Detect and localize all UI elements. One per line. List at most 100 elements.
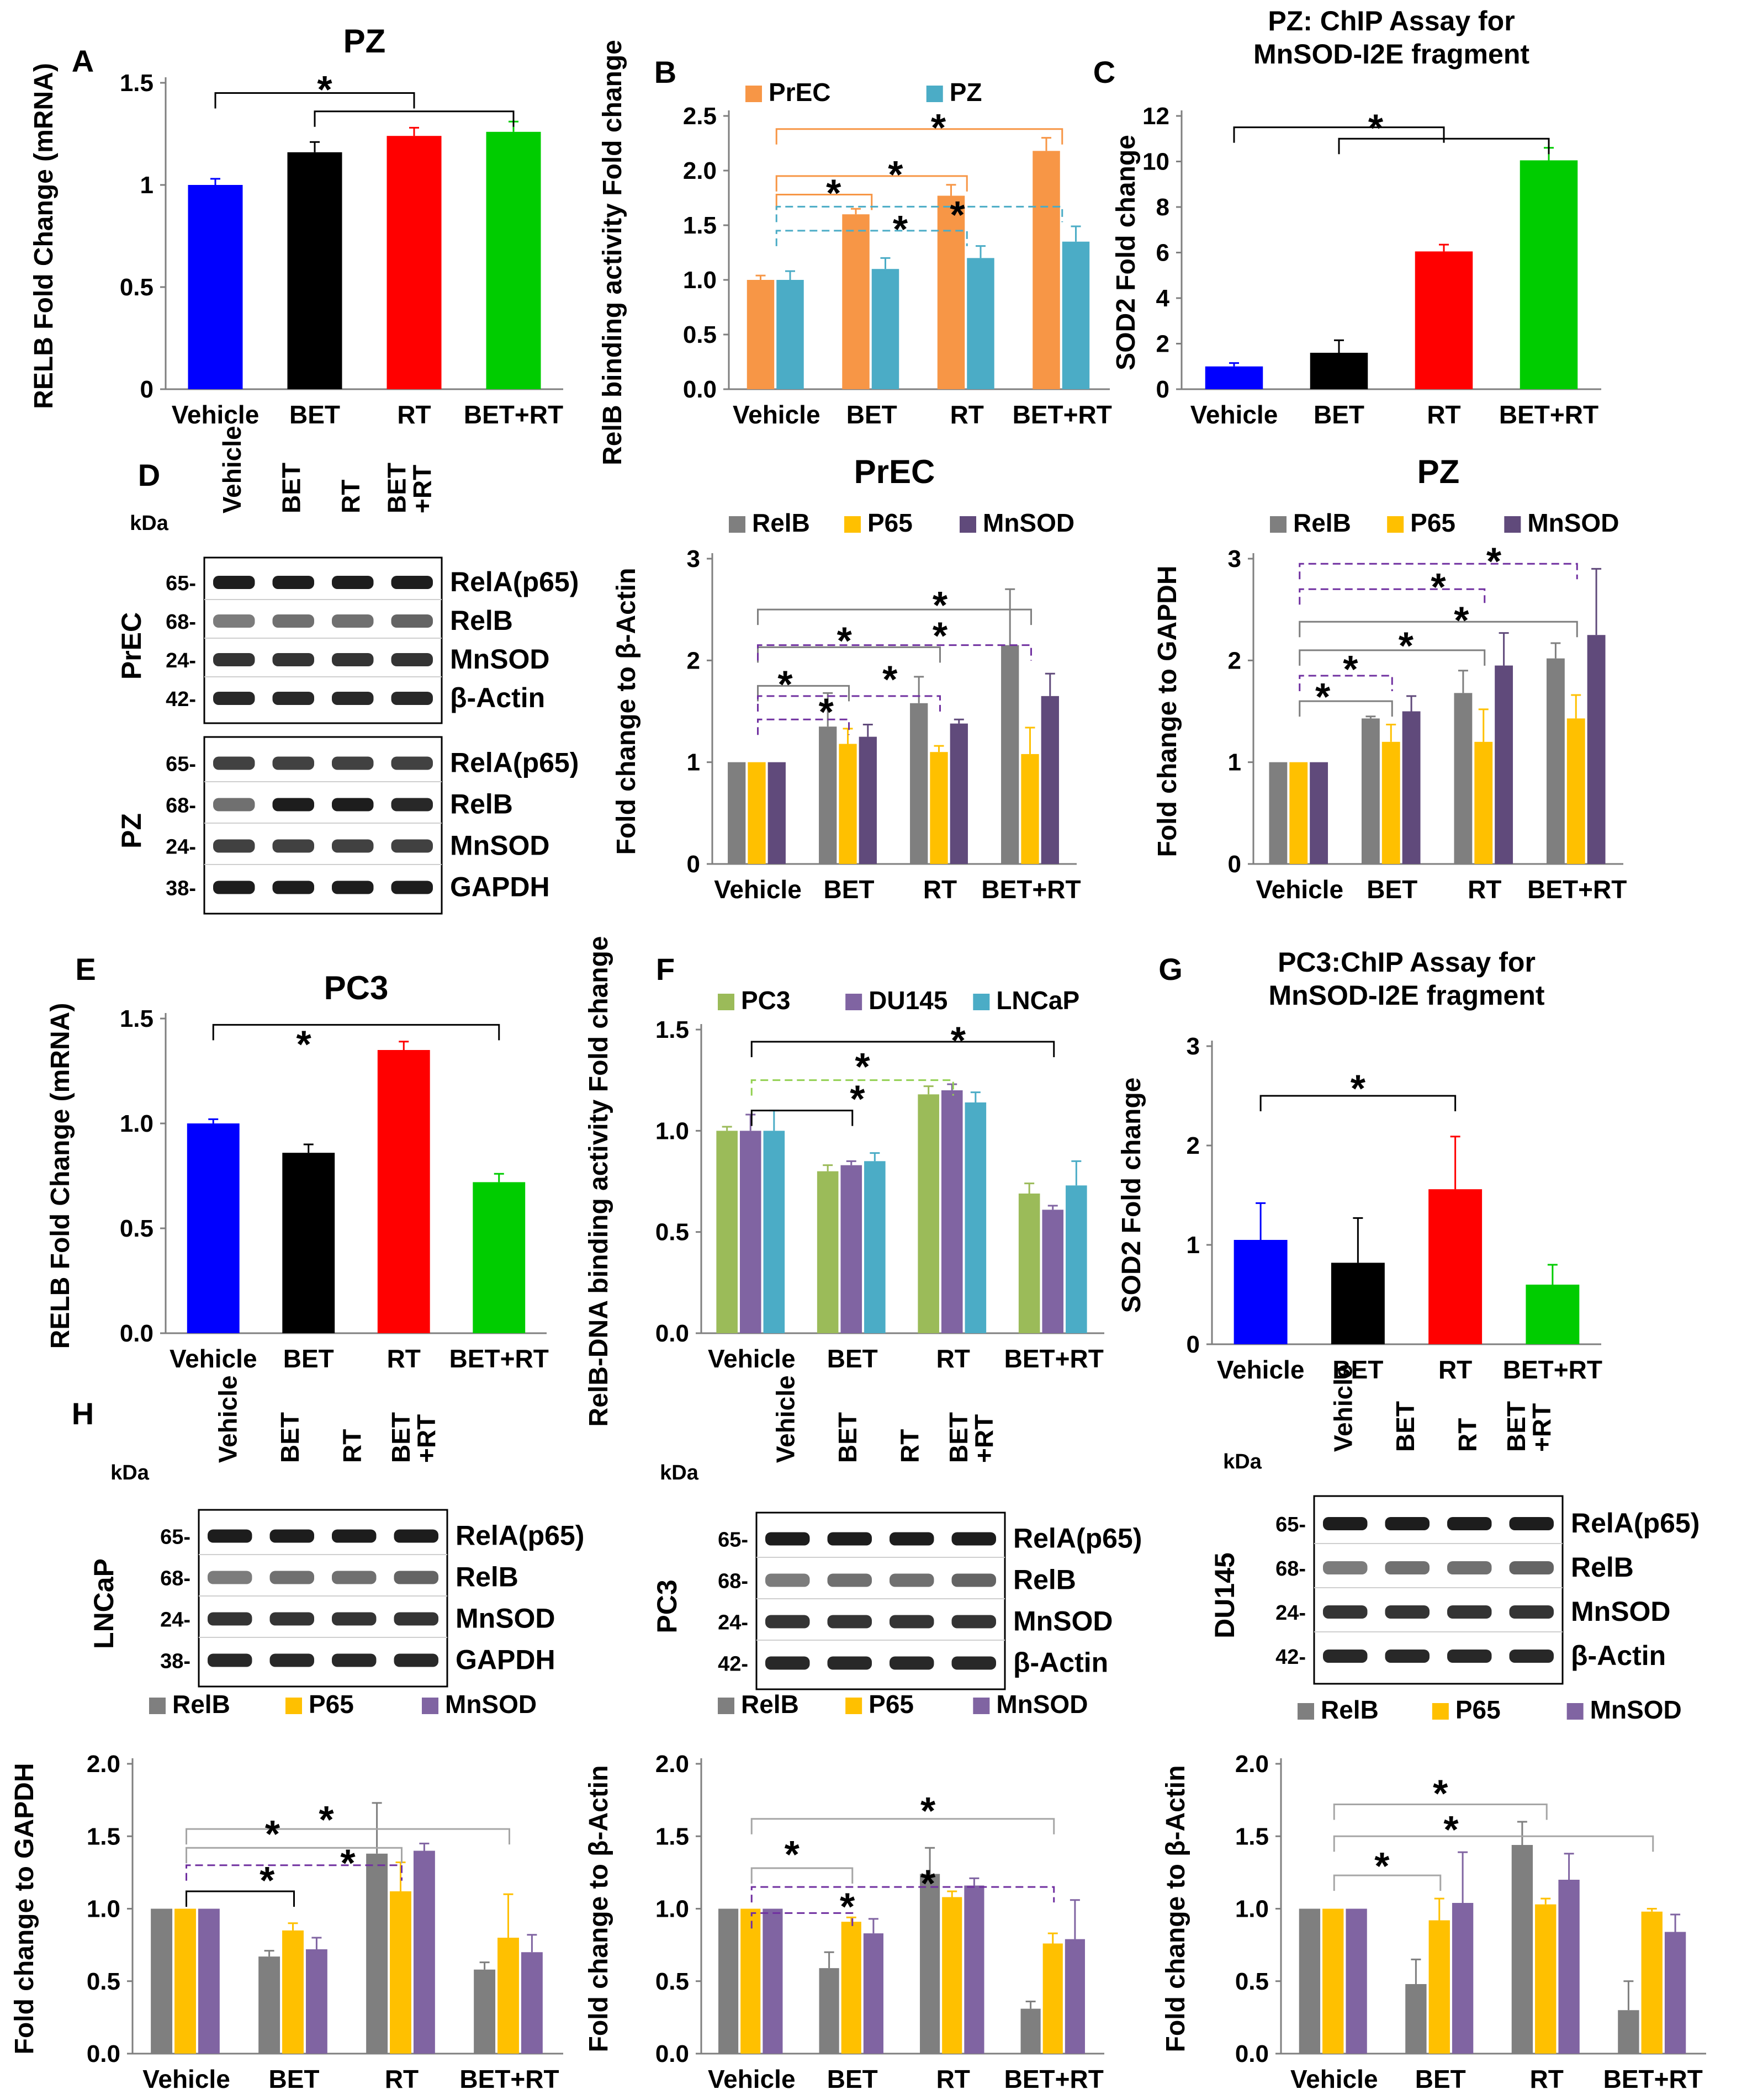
bar-RELB-BET <box>282 1153 335 1333</box>
x-tick-label: BET+RT <box>449 1344 549 1373</box>
blot-band <box>332 576 374 589</box>
significance-star: * <box>882 658 898 701</box>
kda-marker: 24- <box>166 649 196 672</box>
y-tick-label: 2.5 <box>683 103 717 130</box>
significance-star: * <box>1454 599 1469 642</box>
chart-E-5: 0.0 0.5 1.0 1.5 Vehicle BET RT BET+RT RELB Fold … <box>46 952 549 1373</box>
legend-swatch <box>960 516 976 533</box>
blot-band <box>1447 1517 1492 1530</box>
blot-band <box>1447 1605 1492 1619</box>
bar-MnSOD-RT <box>950 723 968 864</box>
y-tick-label: 1.0 <box>1235 1896 1269 1923</box>
legend-swatch <box>1298 1703 1314 1720</box>
y-tick-label: 1.5 <box>655 1016 689 1043</box>
bar-RELB-RT <box>387 136 442 389</box>
legend-swatch <box>973 1698 990 1714</box>
bar-RELB-Vehicle <box>188 185 243 389</box>
lane-label: BET <box>277 463 305 513</box>
significance-bracket <box>1338 137 1550 155</box>
significance-bracket <box>757 718 850 735</box>
blot-band <box>394 1653 438 1667</box>
chart-B-1: 0.0 0.5 1.0 1.5 2.0 2.5 Vehicle BET RT BET+RT RelB… <box>598 40 1112 465</box>
kda-marker: 42- <box>166 688 196 711</box>
significance-star: * <box>1374 1844 1390 1887</box>
significance-bracket <box>1299 649 1486 666</box>
protein-label: β-Actin <box>450 682 545 713</box>
legend-swatch <box>745 86 762 102</box>
bar-MnSOD-BET+RT <box>1065 1939 1085 2054</box>
x-tick-label: BET <box>1332 1355 1383 1384</box>
blot-band <box>332 756 374 770</box>
bar-SOD2-Vehicle <box>1234 1240 1288 1344</box>
y-tick-label: 2 <box>1228 647 1241 674</box>
significance-star: * <box>1368 107 1384 150</box>
bar-PrEC-RT <box>937 195 965 389</box>
bar-PrEC-BET <box>842 214 870 389</box>
bar-RelB-BET <box>1361 718 1380 864</box>
significance-bracket <box>750 1079 954 1096</box>
blot-band <box>332 1653 377 1667</box>
blot-band <box>272 798 314 812</box>
y-tick-label: 0.0 <box>655 2040 689 2067</box>
significance-star: * <box>1351 1067 1366 1110</box>
significance-star: * <box>297 1023 312 1066</box>
blot-band <box>208 1653 252 1667</box>
legend-label: MnSOD <box>996 1690 1088 1719</box>
significance-star: * <box>950 193 965 236</box>
bar-PZ-BET <box>871 269 899 389</box>
blot-band <box>827 1573 872 1587</box>
y-tick-label: 1 <box>687 749 700 776</box>
bar-LNCaP-BET <box>864 1161 886 1333</box>
x-tick-label: BET <box>283 1344 334 1373</box>
bar-MnSOD-BET <box>1452 1903 1474 2054</box>
significance-star: * <box>951 1019 966 1062</box>
lane-label: BET <box>1502 1401 1531 1452</box>
lane-label: Vehicle <box>213 1375 242 1463</box>
y-axis-label: Fold change to β-Actin <box>584 1765 613 2053</box>
kda-marker: 42- <box>718 1653 748 1676</box>
bar-P65-BET+RT <box>497 1938 519 2054</box>
bar-PZ-Vehicle <box>776 280 804 389</box>
significance-bracket <box>214 92 415 109</box>
significance-star: * <box>340 1842 356 1885</box>
y-tick-label: 1 <box>1228 749 1241 776</box>
legend-label: RelB <box>741 1690 799 1719</box>
bar-LNCaP-RT <box>965 1102 987 1333</box>
x-tick-label: Vehicle <box>1190 400 1278 429</box>
significance-bracket <box>212 1024 500 1041</box>
bar-P65-BET <box>1428 1920 1450 2054</box>
blot-band <box>951 1532 996 1546</box>
kda-marker: 68- <box>166 611 196 634</box>
y-tick-label: 12 <box>1142 103 1169 130</box>
blot-band <box>890 1532 934 1546</box>
bar-RELB-BET <box>287 152 342 389</box>
legend-label: P65 <box>867 508 913 537</box>
kda-marker: 24- <box>718 1611 748 1635</box>
blot-band <box>1385 1561 1430 1574</box>
blot-band <box>213 798 255 812</box>
bar-RelB-RT <box>910 703 928 864</box>
panel-letter-H: H <box>72 1396 94 1431</box>
lane-label: RT <box>337 1429 366 1463</box>
bar-PC3-BET <box>817 1171 839 1333</box>
chart-H-9: 0.0 0.5 1.0 1.5 2.0 Vehicle BET RT BET+RT Fold ch… <box>584 1643 1104 2093</box>
x-tick-label: BET+RT <box>1004 1344 1104 1373</box>
blot-cell-line-label: PZ <box>116 813 147 849</box>
blot-band <box>213 692 255 705</box>
legend-swatch <box>1432 1703 1449 1720</box>
bar-P65-RT <box>1535 1904 1557 2054</box>
x-tick-label: Vehicle <box>142 2065 230 2093</box>
bar-MnSOD-BET <box>305 1949 327 2054</box>
x-tick-label: BET+RT <box>464 400 563 429</box>
y-axis-label: SOD2 Fold change <box>1111 135 1141 370</box>
x-tick-label: Vehicle <box>708 2065 796 2093</box>
lane-label: RT <box>336 480 365 513</box>
y-tick-label: 1.0 <box>87 1896 120 1923</box>
kda-marker: 68- <box>1275 1557 1306 1581</box>
significance-bracket <box>1299 700 1393 717</box>
y-axis-label: Fold change to β-Actin <box>1161 1765 1190 2053</box>
bar-P65-Vehicle <box>740 1908 761 2054</box>
significance-bracket <box>775 128 1063 145</box>
legend-swatch <box>285 1698 302 1714</box>
